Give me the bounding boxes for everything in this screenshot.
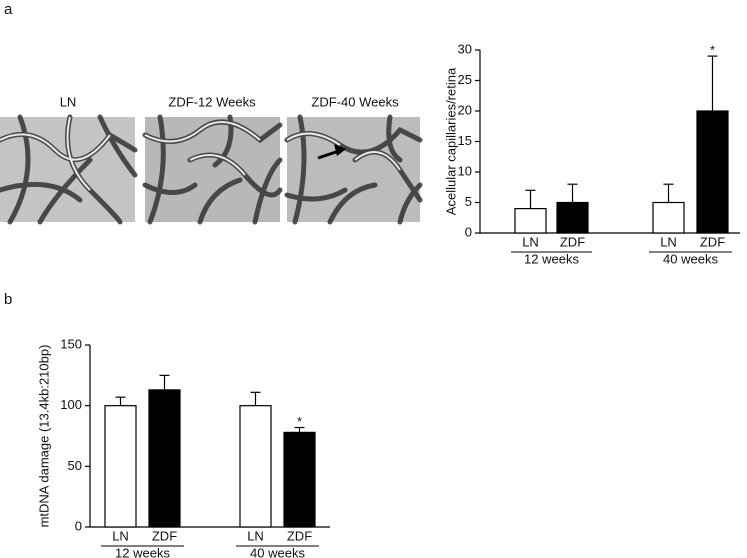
series-label: LN (660, 234, 677, 249)
series-label: ZDF (287, 528, 312, 543)
y-tick-label: 100 (60, 397, 82, 412)
series-label: LN (247, 528, 264, 543)
micrograph-label: ZDF-12 Weeks (168, 94, 256, 109)
y-tick-label: 0 (465, 224, 472, 239)
y-tick-label: 10 (458, 163, 472, 178)
y-axis-label: Acellular capillaries/retina (443, 67, 458, 215)
y-tick-label: 30 (458, 41, 472, 56)
micrograph-label: LN (60, 94, 77, 109)
y-tick-label: 0 (75, 518, 82, 533)
micrograph (0, 114, 138, 225)
micrograph (284, 114, 423, 225)
panel-label: b (4, 291, 12, 308)
x-tick-label: 12 weeks (524, 251, 579, 266)
y-tick-label: 50 (68, 458, 82, 473)
y-tick-label: 5 (465, 194, 472, 209)
x-tick-label: 12 weeks (115, 545, 170, 558)
significance-mark: * (297, 414, 302, 429)
y-tick-label: 20 (458, 102, 472, 117)
bar (514, 208, 547, 234)
series-label: ZDF (152, 528, 177, 543)
bar (148, 389, 181, 528)
micrograph-label: ZDF-40 Weeks (311, 94, 399, 109)
bar (696, 110, 729, 234)
x-tick-label: 40 weeks (250, 545, 305, 558)
bar (104, 405, 137, 528)
x-tick-label: 40 weeks (663, 251, 718, 266)
y-tick-label: 25 (458, 72, 472, 87)
panel-label: a (4, 1, 13, 18)
y-axis-label: mtDNA damage (13.4kb:210bp) (36, 345, 51, 528)
y-tick-label: 15 (458, 133, 472, 148)
significance-mark: * (710, 43, 715, 58)
series-label: ZDF (700, 234, 725, 249)
y-tick-label: 150 (60, 336, 82, 351)
bar (556, 201, 589, 234)
bar (239, 405, 272, 528)
series-label: LN (112, 528, 129, 543)
micrograph (142, 114, 283, 225)
bar (283, 431, 316, 528)
series-label: LN (522, 234, 539, 249)
series-label: ZDF (560, 234, 585, 249)
bar (652, 201, 685, 234)
